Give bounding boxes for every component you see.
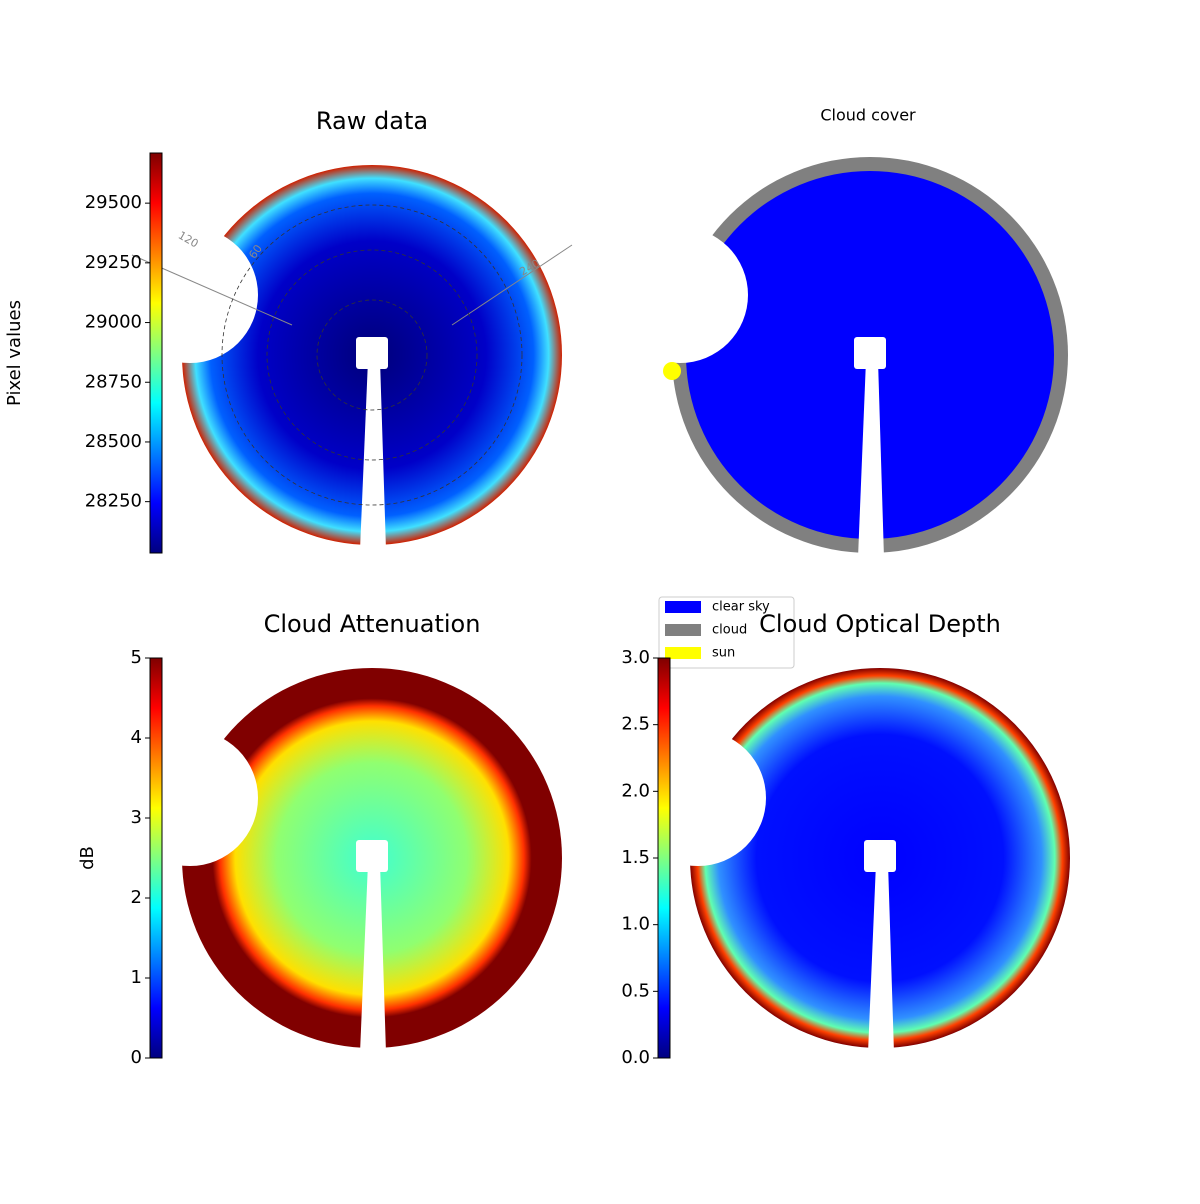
sun-marker: [663, 362, 681, 380]
polar-ring: [266, 249, 478, 461]
tick-label: 0.0: [621, 1047, 650, 1068]
mast: [868, 863, 894, 1053]
tick-label: 29250: [85, 252, 142, 273]
panel-title: Cloud Attenuation: [264, 610, 481, 638]
colorbar: [149, 152, 163, 554]
mask: [630, 730, 766, 866]
tick-label: 28750: [85, 371, 142, 392]
panel: Cloud Optical Depth 0.0 0.5 1.0 1.5 2.0 2.5 3.0: [621, 610, 1070, 1068]
mast: [360, 863, 386, 1053]
mast: [360, 360, 386, 550]
legend-swatch: [665, 624, 701, 636]
tick-label: 2.0: [621, 780, 650, 801]
polar-ring: [221, 204, 523, 506]
tick-label: 2: [131, 887, 142, 908]
panel-title: Cloud Optical Depth: [759, 610, 1001, 638]
mask: [612, 227, 748, 363]
legend: clear sky cloud sun: [658, 596, 795, 669]
mast-head: [356, 337, 388, 369]
panel: Cloud Attenuation 0 1 2 3 4 5 dB: [77, 610, 562, 1068]
legend-swatch: [665, 601, 701, 613]
tick-label: 1.5: [621, 847, 650, 868]
tick-label: 29500: [85, 192, 142, 213]
tick-label: 1.0: [621, 914, 650, 935]
tick-label: 3.0: [621, 647, 650, 668]
tick-label: 0: [131, 1047, 142, 1068]
panel-title: Raw data: [316, 107, 428, 135]
legend-swatch: [665, 647, 701, 659]
colorbar-label: Pixel values: [4, 300, 25, 406]
tick-label: 28500: [85, 431, 142, 452]
colorbar-label: dB: [77, 846, 98, 870]
tick-label: 5: [131, 647, 142, 668]
legend-label: cloud: [712, 623, 747, 638]
panel: Cloud cover: [612, 106, 1068, 558]
tick-label: 1: [131, 967, 142, 988]
mast-head: [854, 337, 886, 369]
mask: [122, 730, 258, 866]
panels: Raw data12060240282502850028750290002925…: [4, 106, 1070, 1068]
tick-label: 29000: [85, 312, 142, 333]
tick-label: 2.5: [621, 714, 650, 735]
polar-axis: [451, 244, 573, 326]
colorbar: [657, 657, 671, 1059]
mast-head: [356, 840, 388, 872]
colorbar: [149, 657, 163, 1059]
tick-label: 3: [131, 807, 142, 828]
polar-ring: [316, 299, 428, 411]
mast-head: [864, 840, 896, 872]
tick-label: 0.5: [621, 980, 650, 1001]
panel: Raw data12060240282502850028750290002925…: [4, 107, 573, 554]
tick-label: 4: [131, 727, 142, 748]
legend-label: sun: [712, 646, 735, 661]
tick-label: 28250: [85, 491, 142, 512]
legend-label: clear sky: [712, 600, 770, 615]
panel-title: Cloud cover: [820, 106, 916, 125]
mast: [858, 360, 884, 558]
